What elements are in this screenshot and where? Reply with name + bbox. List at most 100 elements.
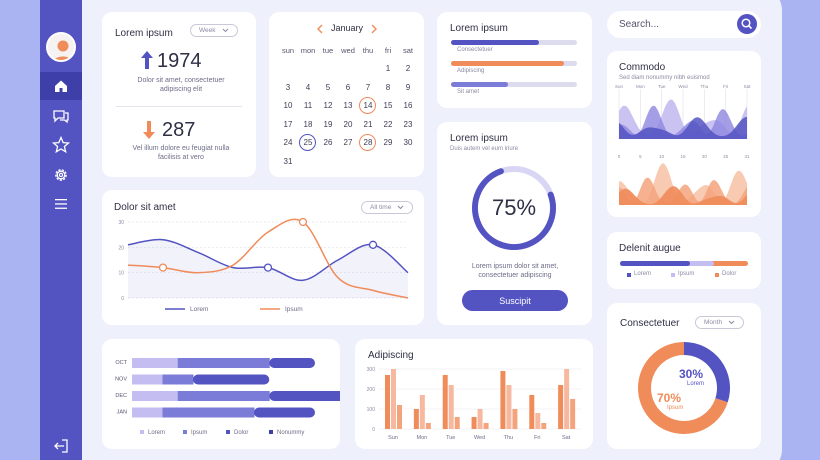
- calendar-day[interactable]: 8: [385, 82, 391, 92]
- progress-track: [451, 82, 577, 87]
- calendar-day[interactable]: 12: [323, 101, 333, 110]
- donut-filter-value: Month: [704, 319, 723, 326]
- calendar-day[interactable]: 3: [285, 82, 291, 92]
- calendar-day[interactable]: 17: [283, 119, 293, 129]
- calendar-day[interactable]: 14: [363, 101, 373, 110]
- y-tick-label: 0: [372, 427, 375, 433]
- calendar-day[interactable]: 15: [383, 101, 393, 110]
- chevron-right-icon[interactable]: [370, 24, 378, 34]
- legend-label: Ipsum: [191, 430, 207, 436]
- progress-label: Sit amet: [457, 89, 480, 95]
- calendar-day[interactable]: 27: [343, 138, 353, 147]
- legend-swatch: [140, 430, 144, 434]
- bar-segment-lorem: [132, 374, 163, 385]
- line-filter-value: All time: [370, 204, 392, 211]
- calendar-day[interactable]: 31: [283, 156, 293, 166]
- legend-swatch: [627, 273, 631, 277]
- calendar-day[interactable]: 30: [403, 138, 413, 147]
- bar-segment-lorem: [132, 391, 179, 401]
- progress-label: Adipiscing: [457, 68, 485, 74]
- calendar-day[interactable]: 28: [363, 138, 373, 147]
- nav-settings[interactable]: [40, 161, 82, 189]
- calendar-day[interactable]: 2: [405, 64, 411, 73]
- period-select-value: Week: [199, 27, 216, 34]
- day-highlight-selected: [299, 134, 316, 151]
- calendar-day[interactable]: 16: [403, 101, 413, 110]
- down-value: 287: [162, 119, 196, 141]
- sidebar: [40, 0, 82, 460]
- bar: [477, 409, 483, 429]
- calendar-day[interactable]: 10: [283, 101, 293, 110]
- calendar-day[interactable]: 29: [383, 138, 393, 147]
- tick-label: 31: [744, 154, 750, 159]
- calendar-day[interactable]: 23: [403, 119, 413, 129]
- calendar-day[interactable]: 20: [343, 119, 353, 129]
- data-point: [263, 263, 273, 272]
- weekday-label: fri: [384, 46, 392, 55]
- bar: [385, 375, 390, 429]
- nav-favorites[interactable]: [40, 131, 82, 159]
- gauge-card: Lorem ipsum Duis autem vel eum iriure 75…: [437, 122, 592, 325]
- calendar-day[interactable]: 25: [303, 138, 313, 147]
- legend-swatch: [183, 430, 187, 434]
- calendar-day[interactable]: 9: [405, 82, 411, 92]
- legend-swatch: [226, 430, 230, 434]
- hbar-card: OCT NOV DEC JAN Lorem Ipsum Dolor Nonummy: [102, 339, 340, 449]
- calendar-day[interactable]: 1: [385, 64, 391, 73]
- donut-slice-lorem: [684, 342, 730, 403]
- weekday-label: thu: [362, 46, 374, 55]
- series-line-ipsum: [127, 218, 409, 299]
- nav-menu[interactable]: [40, 190, 82, 218]
- calendar-day[interactable]: 19: [323, 119, 333, 129]
- tick-label: Thu: [700, 84, 708, 89]
- tick-label: Wed: [678, 84, 688, 89]
- legend-label: Lorem: [634, 271, 652, 277]
- bar: [500, 371, 506, 429]
- data-point: [158, 263, 168, 272]
- gauge-desc: Lorem ipsum dolor sit amet, consectetuer…: [471, 263, 559, 279]
- wave-area: [619, 117, 747, 139]
- calendar-day[interactable]: 11: [303, 101, 313, 110]
- calendar-day[interactable]: 22: [383, 119, 393, 129]
- y-tick-label: 100: [367, 407, 376, 413]
- nav-chat[interactable]: [40, 102, 82, 130]
- bar: [541, 423, 547, 429]
- bar: [419, 395, 425, 429]
- up-value: 1974: [157, 50, 202, 72]
- calendar-day[interactable]: 18: [303, 119, 313, 129]
- arrow-down-icon: [143, 121, 155, 139]
- avatar[interactable]: [46, 32, 76, 62]
- bar-segment-lorem: [132, 407, 163, 418]
- category-label: JAN: [117, 410, 127, 416]
- donut-filter-select[interactable]: Month: [695, 316, 745, 329]
- suscipit-button[interactable]: Suscipit: [462, 290, 568, 311]
- legend-label: Ipsum: [285, 306, 303, 313]
- line-filter-select[interactable]: All time: [361, 201, 414, 214]
- search-input[interactable]: [619, 17, 729, 32]
- donut-card: Consectetuer Month 30% Lorem 70% Ipsum: [607, 303, 761, 449]
- calendar-day[interactable]: 26: [323, 138, 333, 147]
- tick-label: 5: [639, 154, 642, 159]
- legend-label: Ipsum: [678, 271, 695, 277]
- legend-label: Dolor: [722, 271, 737, 277]
- calendar-day[interactable]: 7: [365, 82, 371, 92]
- wave-area: [619, 186, 747, 205]
- search-button[interactable]: [737, 14, 757, 34]
- tick-label: 25: [723, 154, 729, 159]
- y-tick-label: 30: [118, 220, 124, 226]
- nav-logout[interactable]: [40, 432, 82, 460]
- legend-label: Lorem: [190, 306, 208, 313]
- calendar-day[interactable]: 24: [283, 138, 293, 147]
- bar: [454, 417, 460, 429]
- nav-home[interactable]: [40, 72, 82, 100]
- period-select[interactable]: Week: [190, 24, 238, 37]
- calendar-day[interactable]: 6: [345, 82, 351, 92]
- calendar-day[interactable]: 21: [363, 119, 373, 129]
- calendar-day[interactable]: 5: [325, 82, 331, 92]
- y-tick-label: 0: [121, 296, 124, 302]
- calendar-day[interactable]: 13: [343, 101, 353, 110]
- chevron-left-icon[interactable]: [316, 24, 324, 34]
- commodo-title: Commodo: [619, 62, 666, 73]
- gauge-title: Lorem ipsum: [450, 133, 508, 144]
- calendar-day[interactable]: 4: [305, 82, 311, 92]
